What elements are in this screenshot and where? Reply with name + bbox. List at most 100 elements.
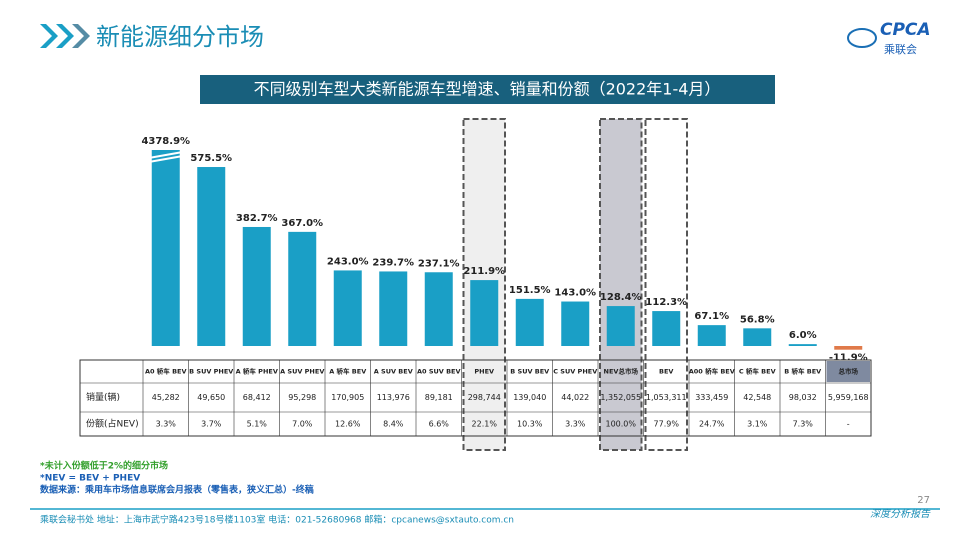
header-cell-bg (826, 361, 870, 382)
table-cell: 100.0% (605, 420, 636, 429)
data-label: 211.9% (463, 266, 505, 277)
table-cell: 77.9% (654, 420, 680, 429)
column-header: A0 轿车 BEV (145, 367, 187, 376)
table-cell: 1,053,311 (646, 393, 687, 402)
data-label: 128.4% (600, 292, 642, 303)
table-cell: 7.3% (793, 420, 814, 429)
table-cell: 170,905 (331, 393, 364, 402)
column-header: B 轿车 BEV (784, 367, 821, 376)
table-cell: 6.6% (429, 420, 450, 429)
data-label: 367.0% (281, 218, 323, 229)
table-cell: 22.1% (472, 420, 498, 429)
table-cell: 3.3% (565, 420, 586, 429)
table-cell: 44,022 (561, 393, 589, 402)
column-header: NEV总市场 (604, 367, 639, 376)
bar (197, 167, 226, 346)
table-cell: 12.6% (335, 420, 361, 429)
table-cell: 1,352,055 (600, 393, 641, 402)
table-cell: 3.1% (747, 420, 768, 429)
data-label: 151.5% (509, 285, 551, 296)
axis-break (148, 155, 183, 163)
footer-right: 深度分析报告 (870, 508, 931, 520)
bar (470, 280, 499, 346)
bar (606, 306, 635, 346)
data-label: 382.7% (236, 213, 278, 224)
data-label: 67.1% (694, 311, 729, 322)
data-label: 237.1% (418, 258, 460, 269)
table-cell: 5.1% (247, 420, 268, 429)
data-label: 4378.9% (141, 136, 190, 147)
column-header: A 轿车 PHEV (236, 367, 278, 376)
data-label: 6.0% (789, 330, 817, 341)
row-label: 份额(占NEV) (86, 418, 139, 430)
column-header: C 轿车 BEV (739, 367, 776, 376)
note: 数据来源：乘用车市场信息联席会月报表（零售表，狭义汇总）-终稿 (40, 484, 314, 496)
table: A0 轿车 BEV B SUV PHEV A 轿车 PHEV A SUV PHEV A … (79, 359, 872, 437)
logo-sub: 乘联会 (884, 43, 917, 56)
table-cell: 7.0% (292, 420, 313, 429)
highlight-box (644, 118, 688, 451)
bar (515, 298, 544, 346)
data-label: 112.3% (645, 297, 687, 308)
bar (333, 270, 362, 346)
column-header: BEV (659, 368, 673, 376)
plot: 4378.9%575.5% 382.7% 367.0% 243.0% 239.7% 237… (141, 136, 867, 364)
column-header: A SUV PHEV (280, 368, 324, 376)
highlight-box (599, 118, 643, 451)
table-cell: 24.7% (699, 420, 725, 429)
table-cell: 5,959,168 (828, 393, 869, 402)
column-header: A SUV BEV (374, 368, 413, 376)
bar (379, 271, 408, 346)
logo-mark (847, 28, 877, 48)
row-label: 销量(辆) (86, 391, 120, 403)
table-cell: 98,032 (789, 393, 817, 402)
data-label: 239.7% (372, 257, 414, 268)
bar (561, 301, 590, 346)
axis-break (148, 151, 183, 159)
note: *NEV = BEV + PHEV (40, 474, 140, 484)
data-label: 56.8% (740, 314, 775, 325)
table-cell: 10.3% (517, 420, 543, 429)
column-header: C SUV PHEV (553, 368, 597, 376)
table-cell: 45,282 (152, 393, 180, 402)
bar (288, 231, 317, 346)
header-icon (40, 24, 90, 48)
column-header: A00 轿车 BEV (689, 367, 735, 376)
column-header: 总市场 (839, 367, 859, 376)
table-cell: - (847, 420, 850, 429)
data-label: -11.9% (829, 353, 868, 364)
column-header: A0 SUV BEV (417, 368, 461, 376)
data-label: 575.5% (190, 153, 232, 164)
table-cell: 3.3% (156, 420, 177, 429)
data-label: 143.0% (554, 288, 596, 299)
bar (788, 344, 817, 346)
chart-title-box (200, 75, 775, 104)
bar (242, 226, 271, 346)
bar (652, 311, 681, 346)
bar (697, 325, 726, 346)
bar (743, 328, 772, 346)
bar (151, 150, 180, 346)
table-cell: 8.4% (383, 420, 404, 429)
column-header: PHEV (474, 368, 494, 376)
table-cell: 3.7% (201, 420, 222, 429)
note: *未计入份额低于2%的细分市场 (40, 460, 168, 472)
chart-title: 不同级别车型大类新能源车型增速、销量和份额（2022年1-4月） (254, 80, 721, 99)
table-cell: 333,459 (695, 393, 728, 402)
table-cell: 113,976 (377, 393, 410, 402)
page-number: 27 (917, 495, 930, 506)
logo-text: CPCA (880, 20, 931, 40)
table-cell: 298,744 (468, 393, 501, 402)
column-header: B SUV BEV (510, 368, 549, 376)
bar (424, 272, 453, 346)
data-label: 243.0% (327, 256, 369, 267)
table-cell: 68,412 (243, 393, 271, 402)
bar (834, 346, 863, 350)
table-cell: 139,040 (513, 393, 546, 402)
footer-left: 乘联会秘书处 地址：上海市武宁路423号18号楼1103室 电话：021-526… (40, 514, 514, 526)
table-cell: 95,298 (288, 393, 316, 402)
table-cell: 49,650 (197, 393, 225, 402)
table-cell: 89,181 (425, 393, 453, 402)
table-cell: 42,548 (743, 393, 771, 402)
